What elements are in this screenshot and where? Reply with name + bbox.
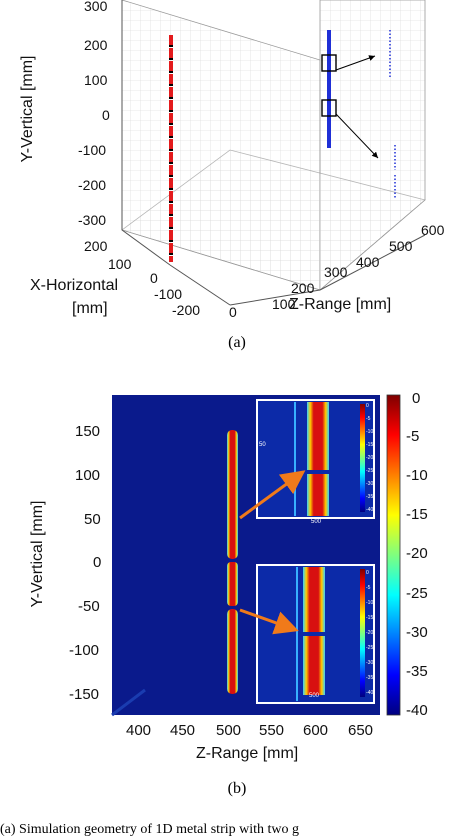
a-ztick-100: 100 [272, 296, 296, 312]
cbar-tick-m35: -35 [406, 663, 428, 680]
a-y-axis-label: Y-Vertical [mm] [19, 55, 36, 163]
b-ytick-100: 100 [75, 467, 101, 484]
a-x-axis-label-2: [mm] [72, 300, 108, 317]
b-xtick-400: 400 [126, 722, 152, 739]
inset-top-y-tick: 50 [259, 442, 266, 448]
colorbar [386, 394, 401, 716]
figure-b-heatmap [111, 394, 401, 717]
a-ztick-600: 600 [421, 222, 445, 238]
strip-middle [227, 562, 238, 606]
b-ytick-m50: -50 [78, 598, 100, 615]
arrow-bottom [239, 608, 299, 635]
a-ztick-400: 400 [356, 254, 380, 270]
b-xtick-450: 450 [170, 722, 196, 739]
a-ytick-m300: -300 [78, 212, 107, 228]
a-ytick-0: 0 [102, 107, 110, 123]
a-ztick-500: 500 [389, 238, 413, 254]
caption-a: (a) [228, 334, 246, 351]
a-xtick-200: 200 [84, 238, 108, 254]
inset-top-x-tick: 500 [311, 519, 322, 525]
floor [121, 149, 426, 291]
b-y-axis-label: Y-Vertical [mm] [29, 500, 46, 608]
figure-caption-text: (a) Simulation geometry of 1D metal stri… [0, 822, 300, 837]
inset-bottom [256, 564, 375, 704]
cbar-tick-m25: -25 [406, 585, 428, 602]
figure-b: 150 100 50 0 -50 -100 -150 Y-Vertical [m… [0, 390, 474, 820]
a-xtick-m200: -200 [172, 302, 201, 318]
a-ytick-200: 200 [84, 37, 108, 53]
b-ytick-0: 0 [93, 554, 102, 571]
a-ytick-100: 100 [84, 72, 108, 88]
b-xtick-550: 550 [259, 722, 285, 739]
arrow-top [239, 470, 306, 520]
caption-b: (b) [227, 780, 247, 797]
cbar-tick-m5: -5 [406, 428, 420, 445]
a-ytick-300: 300 [84, 0, 108, 14]
b-ytick-m100: -100 [69, 642, 100, 659]
a-ytick-m100: -100 [78, 142, 107, 158]
b-x-axis-label: Z-Range [mm] [196, 745, 299, 762]
a-z-axis-label: Z-Range [mm] [289, 296, 392, 313]
a-ytick-m200: -200 [78, 177, 107, 193]
figure-a: 300 200 100 0 -100 -200 -300 Y-Vertical … [0, 0, 474, 360]
cbar-tick-0: 0 [412, 390, 421, 407]
cbar-tick-m15: -15 [406, 506, 428, 523]
a-xtick-100: 100 [108, 256, 132, 272]
zoom-box-bottom [321, 99, 337, 117]
b-ytick-m150: -150 [69, 686, 100, 703]
inset-top [256, 399, 375, 519]
b-ytick-50: 50 [84, 511, 101, 528]
b-ytick-150: 150 [75, 423, 101, 440]
inset-bottom-colorbar-ticks: 0 -5 -10 -15 -20 -25 -30 -35 -40 [366, 570, 374, 696]
cbar-tick-m30: -30 [406, 624, 428, 641]
cbar-tick-m40: -40 [406, 702, 428, 719]
figure-a-plot [121, 0, 426, 306]
strip-bottom [227, 609, 238, 694]
b-xtick-500: 500 [216, 722, 242, 739]
strip-top [227, 430, 238, 559]
inset-bottom-x-tick: 500 [309, 693, 320, 699]
a-xtick-0: 0 [150, 270, 158, 286]
a-ztick-300: 300 [324, 264, 348, 280]
b-xtick-650: 650 [348, 722, 374, 739]
cbar-tick-m10: -10 [406, 467, 428, 484]
a-ztick-0: 0 [229, 304, 237, 320]
a-xtick-m100: -100 [154, 286, 183, 302]
a-ztick-200: 200 [291, 280, 315, 296]
b-xtick-600: 600 [303, 722, 329, 739]
a-x-axis-label-1: X-Horizontal [30, 277, 119, 294]
inset-top-colorbar-ticks: 0 -5 -10 -15 -20 -25 -30 -35 -40 [366, 403, 374, 513]
zoom-box-top [321, 54, 337, 72]
cbar-tick-m20: -20 [406, 545, 428, 562]
